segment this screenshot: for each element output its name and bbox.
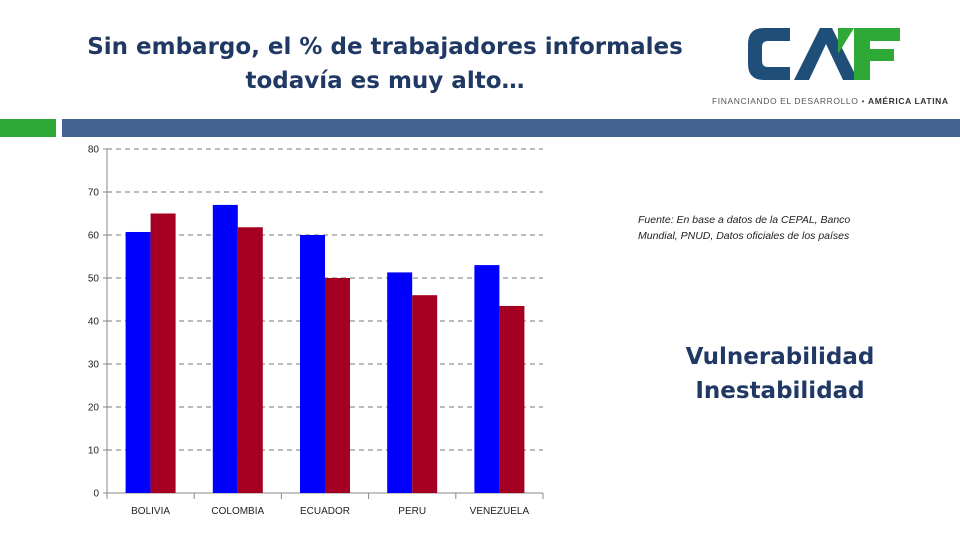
y-tick-label: 30 <box>88 360 100 371</box>
slide-title: Sin embargo, el % de trabajadores inform… <box>60 30 710 98</box>
bar-2008-bolivia <box>150 213 176 493</box>
header-accent-green <box>0 119 56 137</box>
logo-tagline-part-2: AMÉRICA LATINA <box>867 96 949 106</box>
y-tick-label: 60 <box>88 231 100 242</box>
bar-2008-ecuador <box>325 278 350 493</box>
x-tick-label: BOLIVIA <box>131 506 170 517</box>
bar-2000-bolivia <box>125 231 151 493</box>
logo-letter-a <box>794 28 858 80</box>
x-tick-label: ECUADOR <box>300 506 350 517</box>
logo-tagline-separator: • <box>861 96 866 106</box>
bar-2000-peru <box>387 272 413 493</box>
title-line-1: Sin embargo, el % de trabajadores inform… <box>87 34 683 60</box>
logo-letter-f <box>854 28 900 80</box>
logo-tagline-part-1: FINANCIANDO EL DESARROLLO <box>712 96 859 106</box>
bar-chart: 0 10 20 30 40 50 60 70 80 BOLIVIA COLOMBIA ECUADOR P… <box>88 145 544 517</box>
logo-tagline: FINANCIANDO EL DESARROLLO • AMÉRICA LATI… <box>712 96 952 106</box>
y-tick-label: 80 <box>88 145 100 156</box>
side-highlight: Vulnerabilidad Inestabilidad <box>650 340 910 408</box>
side-line-1: Vulnerabilidad <box>685 344 875 370</box>
bar-2000-ecuador <box>300 235 325 493</box>
caf-logo <box>748 28 900 80</box>
source-line-2: Mundial, PNUD, Datos oficiales de los pa… <box>638 230 850 242</box>
y-tick-label: 0 <box>93 489 99 500</box>
bar-2000-venezuela <box>474 265 500 493</box>
bar-2008-peru <box>412 295 438 493</box>
header-accent-blue <box>62 119 960 137</box>
x-tick-label: VENEZUELA <box>470 506 530 517</box>
y-tick-label: 10 <box>88 446 100 457</box>
y-tick-label: 20 <box>88 403 100 414</box>
bar-2008-colombia <box>237 227 263 493</box>
source-line-1: Fuente: En base a datos de la CEPAL, Ban… <box>638 214 851 226</box>
bar-2008-venezuela <box>499 305 525 493</box>
y-tick-label: 50 <box>88 274 100 285</box>
source-note: Fuente: En base a datos de la CEPAL, Ban… <box>638 212 908 244</box>
x-tick-label: COLOMBIA <box>211 506 264 517</box>
title-line-2: todavía es muy alto… <box>245 68 525 94</box>
logo-swoosh <box>838 28 854 54</box>
logo-letter-c <box>748 28 790 80</box>
y-tick-label: 40 <box>88 317 100 328</box>
side-line-2: Inestabilidad <box>695 378 865 404</box>
bar-2000-colombia <box>212 204 238 493</box>
y-tick-label: 70 <box>88 188 100 199</box>
x-tick-label: PERU <box>398 506 426 517</box>
